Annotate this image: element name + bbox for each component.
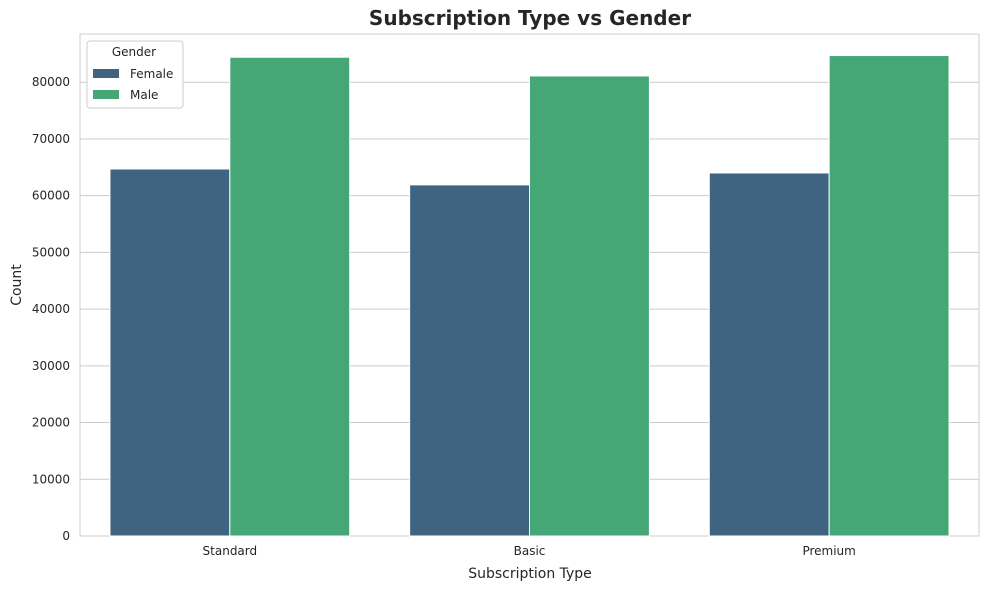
y-tick-label: 10000 (32, 472, 70, 486)
bar-male-standard (229, 56, 351, 537)
bar-male-premium (828, 55, 950, 537)
x-tick-label: Standard (203, 544, 258, 558)
y-tick-label: 20000 (32, 416, 70, 430)
y-tick-label: 0 (62, 529, 70, 543)
bar-female-standard (109, 168, 231, 537)
bars-group (109, 55, 950, 537)
legend-swatch-male (93, 90, 119, 99)
legend: Gender Female Male (86, 40, 184, 109)
legend-label-female: Female (130, 67, 173, 81)
y-axis-label: Count (9, 264, 25, 306)
x-axis-label: Subscription Type (468, 566, 592, 582)
y-tick-label: 40000 (32, 302, 70, 316)
y-tick-label: 50000 (32, 245, 70, 259)
bar-male-basic (529, 75, 650, 537)
y-tick-labels: 0 10000 20000 30000 40000 50000 60000 70000 8000… (32, 75, 70, 543)
y-tick-label: 30000 (32, 359, 70, 373)
y-tick-label: 70000 (32, 132, 70, 146)
y-tick-label: 60000 (32, 189, 70, 203)
legend-swatch-female (93, 69, 119, 78)
y-tick-label: 80000 (32, 75, 70, 89)
legend-label-male: Male (130, 88, 158, 102)
x-tick-label: Premium (802, 544, 855, 558)
chart-title: Subscription Type vs Gender (369, 6, 691, 30)
bar-female-premium (708, 172, 830, 537)
bar-female-basic (409, 184, 530, 537)
legend-title: Gender (112, 45, 156, 59)
x-tick-labels: Standard Basic Premium (203, 544, 856, 558)
x-tick-label: Basic (514, 544, 546, 558)
